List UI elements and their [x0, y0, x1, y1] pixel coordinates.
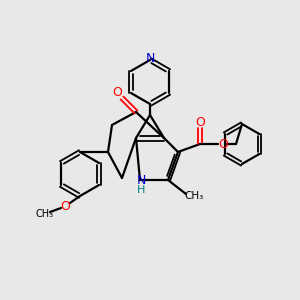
Text: O: O: [112, 85, 122, 98]
Text: CH₃: CH₃: [36, 209, 54, 219]
Text: N: N: [136, 175, 146, 188]
Text: CH₃: CH₃: [184, 191, 204, 201]
Text: N: N: [145, 52, 155, 65]
Text: O: O: [195, 116, 205, 128]
Text: H: H: [137, 185, 145, 195]
Text: O: O: [218, 137, 228, 151]
Text: O: O: [60, 200, 70, 214]
